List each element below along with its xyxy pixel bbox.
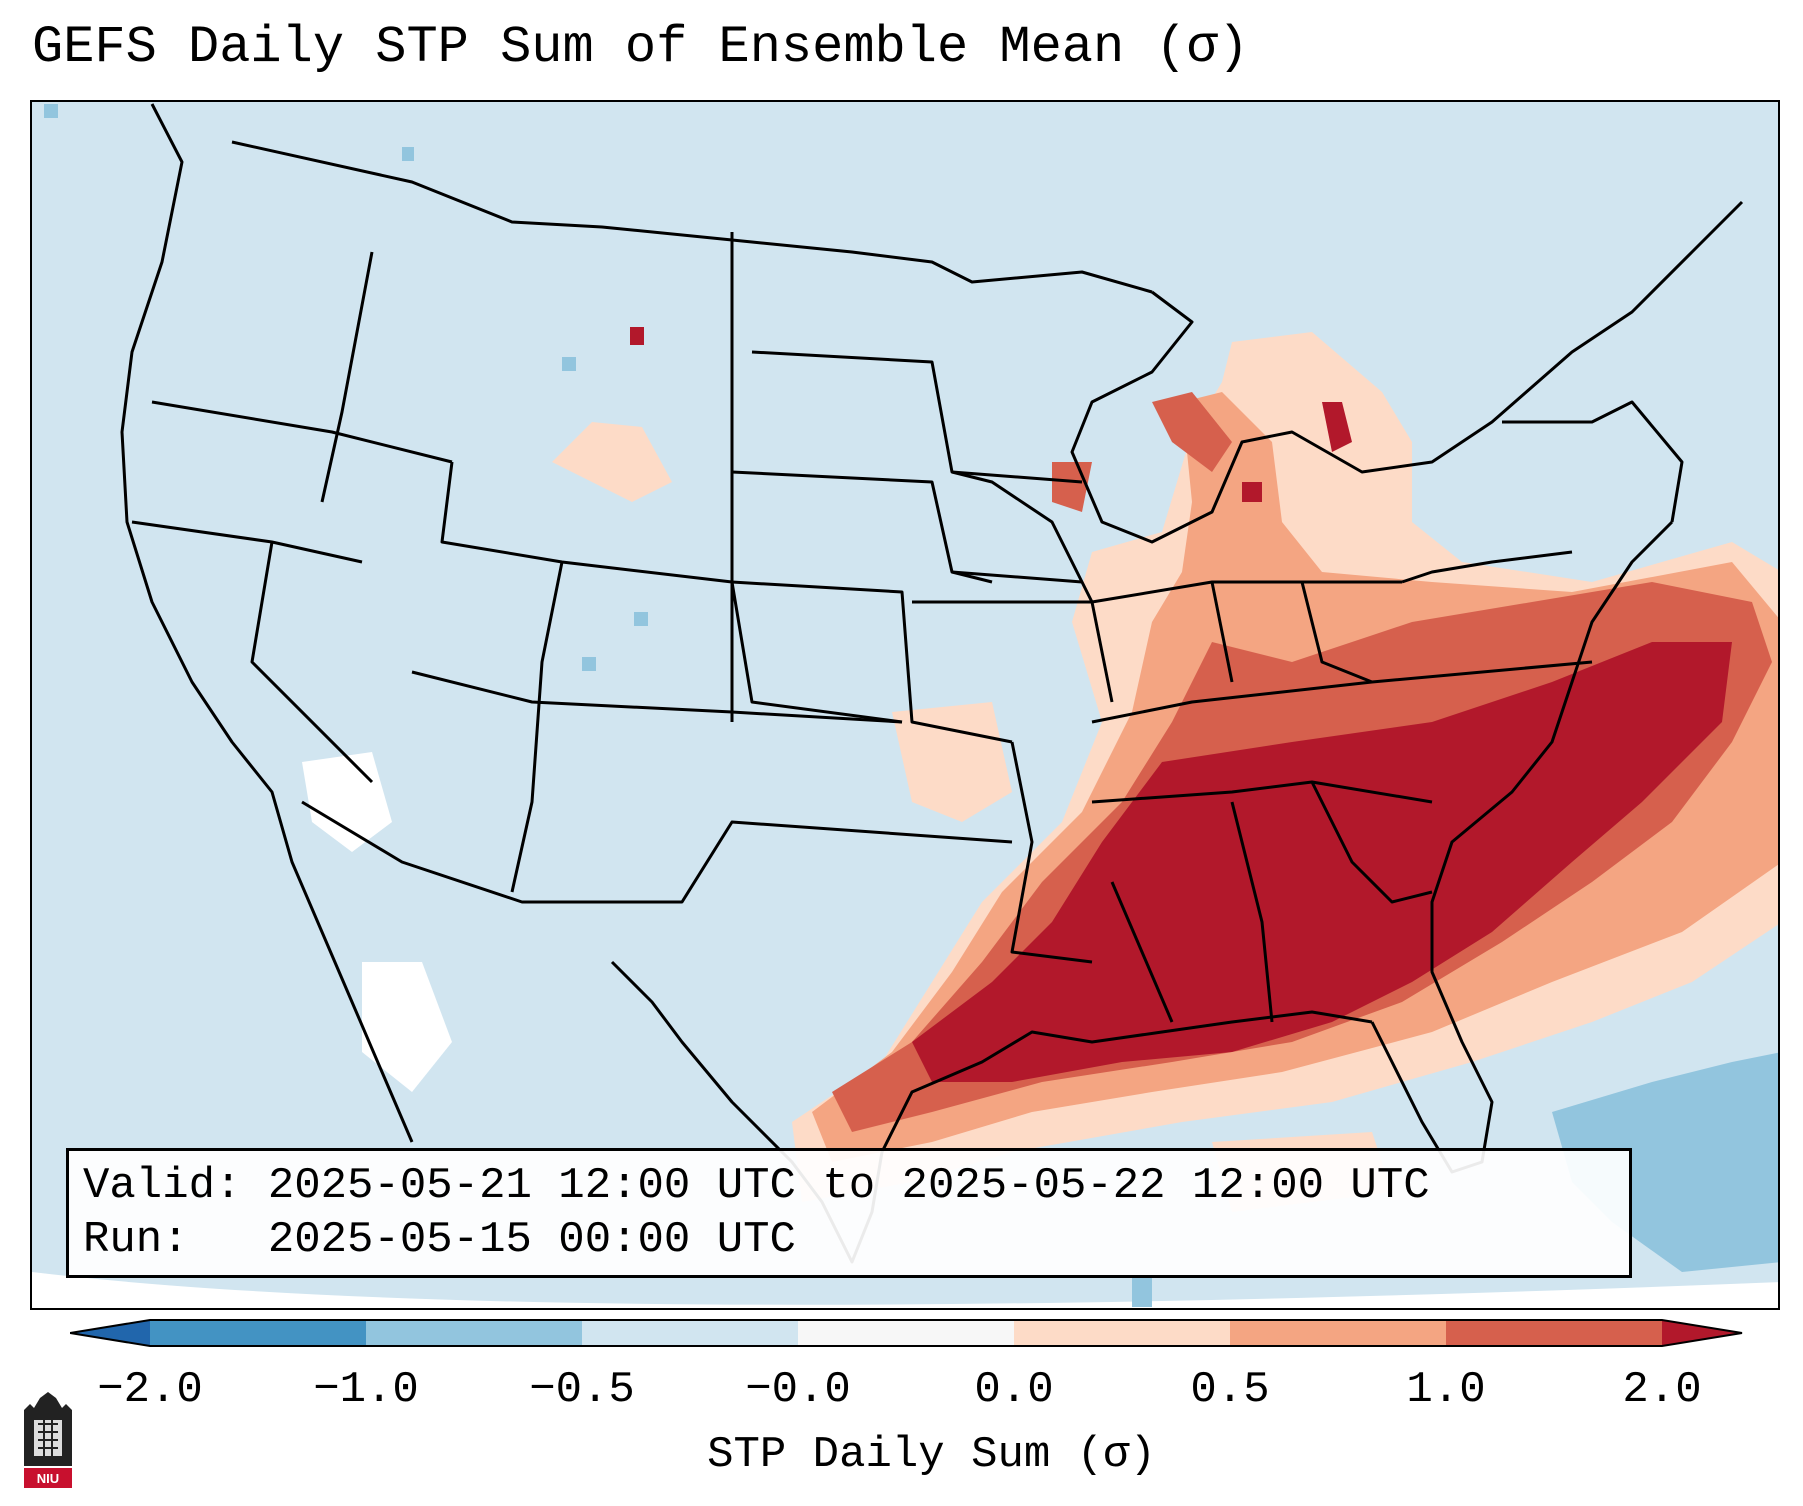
run-label: Run: bbox=[83, 1215, 189, 1265]
anomaly-extreme-positive bbox=[630, 327, 1732, 1082]
tick-label: −0.5 bbox=[529, 1365, 635, 1415]
colorbar-bin-1 bbox=[150, 1320, 366, 1346]
logo-text: NIU bbox=[37, 1471, 59, 1486]
tick-label: −0.0 bbox=[745, 1365, 851, 1415]
tick-label: 1.0 bbox=[1406, 1365, 1486, 1415]
map-panel bbox=[30, 100, 1780, 1310]
colorbar-extend-high bbox=[1662, 1320, 1742, 1346]
colorbar-extend-low bbox=[70, 1320, 150, 1346]
colorbar-bin-2 bbox=[366, 1320, 582, 1346]
tick-label: 2.0 bbox=[1622, 1365, 1702, 1415]
colorbar-label: STP Daily Sum (σ) bbox=[707, 1430, 1156, 1480]
boundaries bbox=[120, 103, 1744, 1264]
colorbar-bin-4 bbox=[798, 1320, 1014, 1346]
colorbar-outline bbox=[70, 1319, 1743, 1347]
colorbar-bin-7 bbox=[1446, 1320, 1662, 1346]
tick-label: 0.0 bbox=[974, 1365, 1054, 1415]
colorbar bbox=[70, 1319, 1743, 1347]
map-title: GEFS Daily STP Sum of Ensemble Mean (σ) bbox=[32, 18, 1249, 77]
tick-label: −2.0 bbox=[97, 1365, 203, 1415]
run-line: Run: 2025-05-15 00:00 UTC bbox=[83, 1213, 1629, 1267]
valid-value: 2025-05-21 12:00 UTC to 2025-05-22 12:00… bbox=[267, 1161, 1430, 1211]
niu-logo: NIU bbox=[24, 1392, 72, 1488]
projection-edge bbox=[32, 1272, 1778, 1308]
map-canvas bbox=[32, 103, 1778, 1308]
tick-label: −1.0 bbox=[313, 1365, 419, 1415]
valid-time-box: Valid: 2025-05-21 12:00 UTC to 2025-05-2… bbox=[66, 1148, 1632, 1278]
valid-line: Valid: 2025-05-21 12:00 UTC to 2025-05-2… bbox=[83, 1159, 1629, 1213]
valid-label: Valid: bbox=[83, 1161, 242, 1211]
colorbar-bin-5 bbox=[1014, 1320, 1230, 1346]
colorbar-bin-3 bbox=[582, 1320, 798, 1346]
run-value: 2025-05-15 00:00 UTC bbox=[267, 1215, 796, 1265]
colorbar-bin-6 bbox=[1230, 1320, 1446, 1346]
tick-label: 0.5 bbox=[1190, 1365, 1270, 1415]
